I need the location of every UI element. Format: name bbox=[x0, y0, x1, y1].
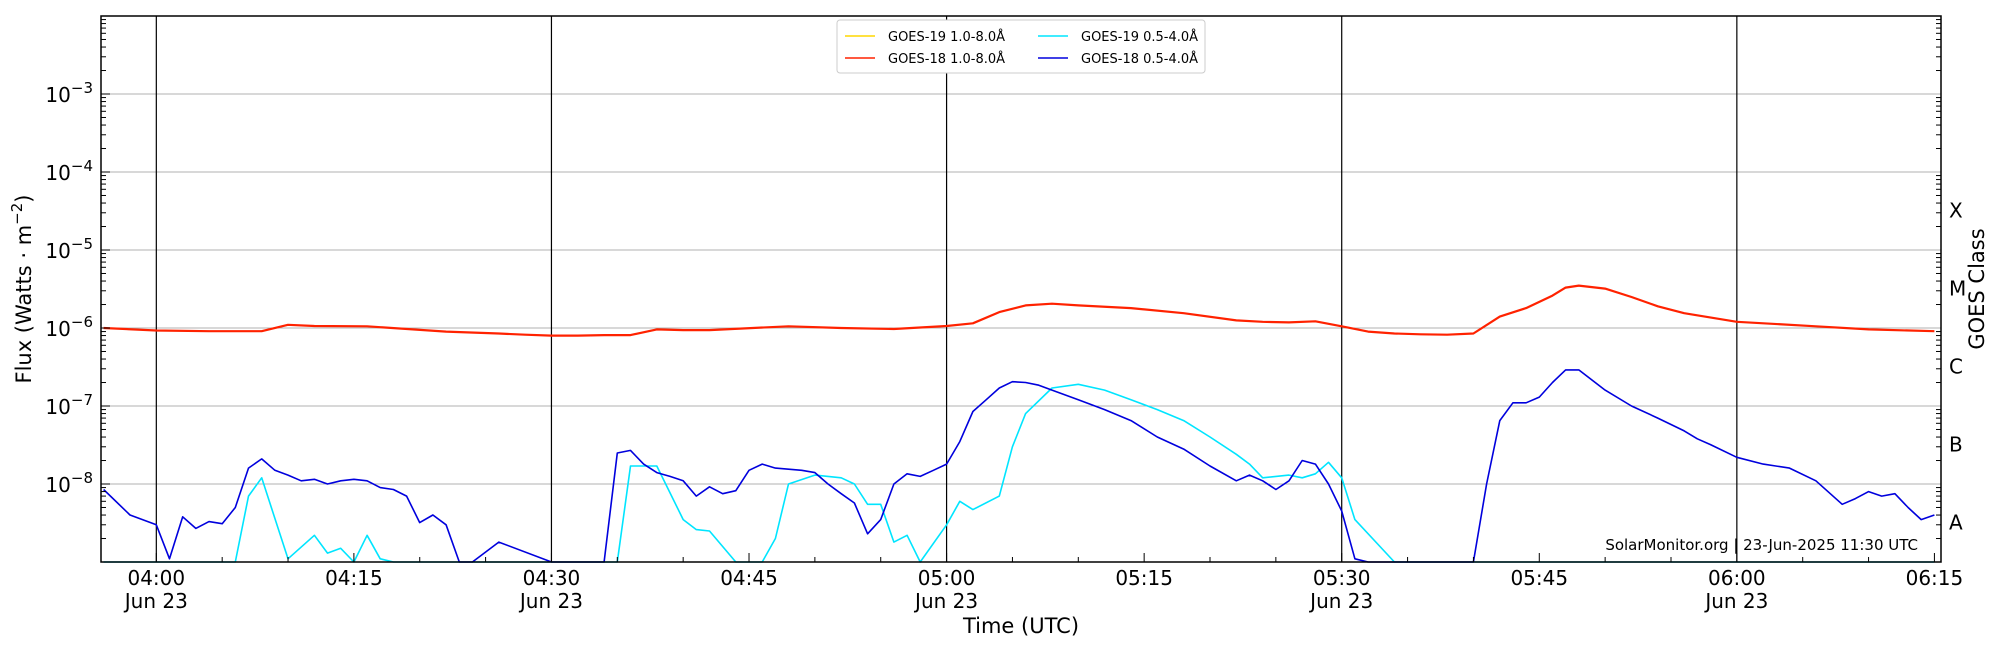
y-axis-title: Flux (Watts · m−2) bbox=[8, 194, 36, 383]
y-tick-label: 10−6 bbox=[45, 313, 93, 341]
x-tick-date-label: Jun 23 bbox=[1308, 589, 1373, 613]
plot-frame bbox=[100, 15, 1942, 563]
legend-label: GOES-19 0.5-4.0Å bbox=[1081, 29, 1198, 45]
y-tick-label: 10−5 bbox=[45, 235, 93, 263]
goes-class-label: X bbox=[1949, 199, 1963, 223]
grid-layer bbox=[101, 16, 1941, 562]
x-tick-label: 05:30 bbox=[1313, 566, 1371, 590]
y-tick-label: 10−3 bbox=[45, 79, 93, 107]
goes-class-label: C bbox=[1949, 355, 1963, 379]
x-tick-label: 06:00 bbox=[1708, 566, 1766, 590]
x-tick-date-label: Jun 23 bbox=[123, 589, 188, 613]
legend-label: GOES-19 1.0-8.0Å bbox=[888, 29, 1005, 45]
x-tick-label: 04:30 bbox=[523, 566, 581, 590]
legend: GOES-19 1.0-8.0Å GOES-19 0.5-4.0Å GOES-18 … bbox=[836, 19, 1206, 74]
x-tick-label: 06:15 bbox=[1906, 566, 1964, 590]
x-tick-label: 04:45 bbox=[720, 566, 778, 590]
y-tick-label: 10−4 bbox=[45, 157, 93, 185]
goes-class-label: B bbox=[1949, 433, 1963, 457]
goes-class-label: M bbox=[1949, 277, 1966, 301]
x-axis-title: Time (UTC) bbox=[962, 614, 1079, 638]
y-axis-title-close: ) bbox=[12, 194, 36, 202]
y-axis-title-sup: −2 bbox=[8, 203, 26, 225]
x-tick-date-label: Jun 23 bbox=[1703, 589, 1768, 613]
x-tick-date-label: Jun 23 bbox=[518, 589, 583, 613]
y-tick-label: 10−7 bbox=[45, 391, 93, 419]
x-tick-label: 05:00 bbox=[918, 566, 976, 590]
goes-class-label: A bbox=[1949, 511, 1963, 535]
x-tick-label: 04:00 bbox=[127, 566, 185, 590]
watermark-text: SolarMonitor.org | 23-Jun-2025 11:30 UTC bbox=[1605, 536, 1918, 554]
y-tick-label: 10−8 bbox=[45, 469, 93, 497]
x-tick-label: 04:15 bbox=[325, 566, 383, 590]
series-line bbox=[103, 369, 1935, 563]
x-tick-label: 05:45 bbox=[1510, 566, 1568, 590]
x-tick-label: 05:15 bbox=[1115, 566, 1173, 590]
x-tick-date-label: Jun 23 bbox=[913, 589, 978, 613]
goes-class-axis-title: GOES Class bbox=[1965, 228, 1989, 349]
legend-label: GOES-18 1.0-8.0Å bbox=[888, 51, 1005, 67]
legend-label: GOES-18 0.5-4.0Å bbox=[1081, 51, 1198, 67]
y-axis-title-main: Flux (Watts · m bbox=[12, 225, 36, 384]
series-layer bbox=[103, 284, 1935, 563]
series-line bbox=[103, 284, 1935, 337]
legend-box bbox=[836, 19, 1206, 74]
